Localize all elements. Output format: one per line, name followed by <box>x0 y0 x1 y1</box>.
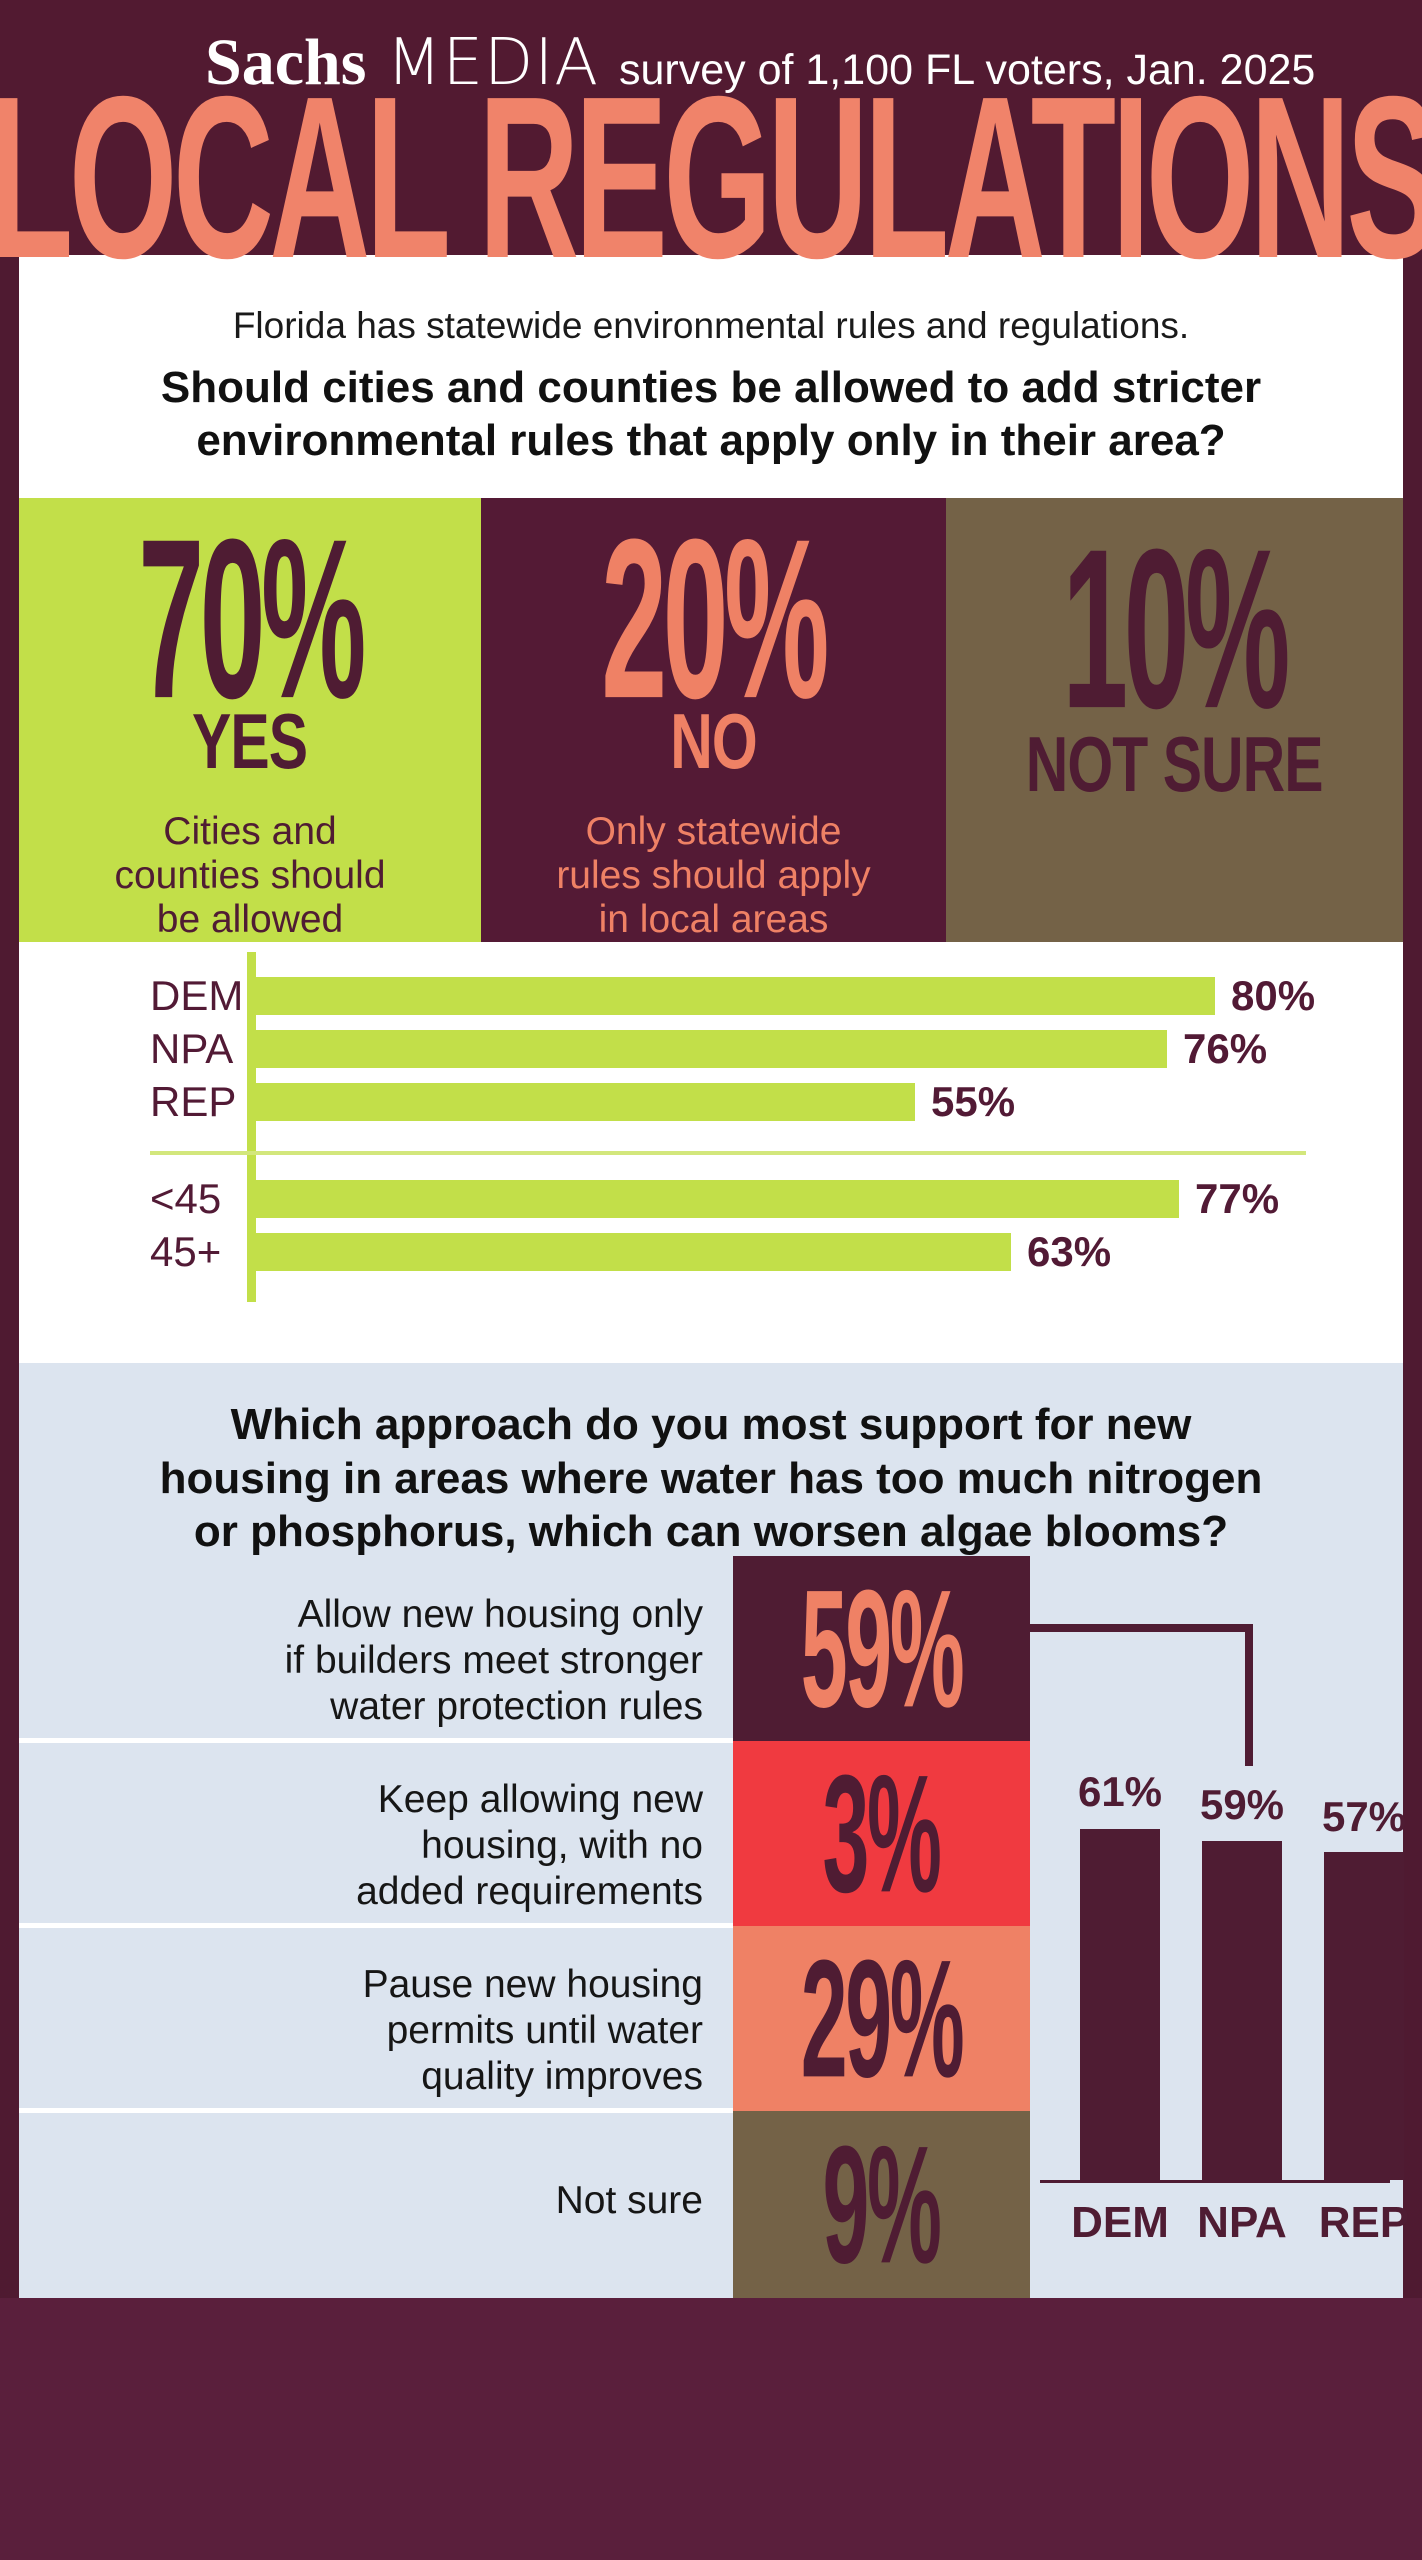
page-title-wrap: LOCAL REGULATIONS <box>0 58 1422 298</box>
option-percent-2: 3% <box>822 1738 942 1927</box>
answer-yes-label-wrap: YES <box>189 703 310 781</box>
party-value-dem: 61% <box>1077 1768 1163 1815</box>
answer-yes-description: Cities and counties should be allowed <box>114 809 386 941</box>
header-logo: Sachs MEDIA survey of 1,100 FL voters, Ja… <box>205 30 1315 96</box>
row-divider-1 <box>19 1738 733 1743</box>
bar-row-over45: 45+ 63% <box>150 1228 1111 1275</box>
bar-over45 <box>255 1233 1011 1271</box>
option-percent-1: 59% <box>800 1553 965 1742</box>
option-percent-3: 29% <box>800 1923 965 2112</box>
bar-label-dem: DEM <box>150 972 244 1019</box>
bar-dem <box>255 977 1215 1015</box>
bar-rep <box>255 1083 915 1121</box>
option-text-1: Allow new housing only if builders meet … <box>284 1593 703 1729</box>
option-percent-block-4: 9% <box>733 2111 1030 2298</box>
row-divider-2 <box>19 1923 733 1928</box>
bar-label-rep: REP <box>150 1078 237 1125</box>
party-bar-dem <box>1080 1829 1160 2180</box>
question-1: Should cities and counties be allowed to… <box>160 363 1262 465</box>
bar-under45 <box>255 1180 1179 1218</box>
bar-value-npa: 76% <box>1183 1025 1268 1072</box>
party-bar-npa <box>1202 1840 1282 2180</box>
housing-section <box>19 1363 1403 2298</box>
chart-axis-line <box>247 952 256 1302</box>
bar-label-under45: <45 <box>150 1175 222 1222</box>
answer-no-percent-wrap: 20% <box>562 504 864 731</box>
answer-no-description: Only statewide rules should apply in loc… <box>556 809 871 941</box>
bar-row-npa: NPA 76% <box>150 1025 1267 1072</box>
logo-media: MEDIA <box>386 26 599 100</box>
bar-row-rep: REP 55% <box>150 1078 1015 1125</box>
answer-yes-percent: 70% <box>138 490 366 746</box>
option-text-4: Not sure <box>555 2179 703 2222</box>
party-chart-baseline <box>1040 2180 1390 2183</box>
survey-note: survey of 1,100 FL voters, Jan. 2025 <box>618 46 1316 94</box>
bar-npa <box>255 1030 1167 1068</box>
option-text-3: Pause new housing permits until water qu… <box>362 1963 703 2099</box>
connector-line-vertical <box>1245 1624 1253 1766</box>
question-2: Which approach do you most support for n… <box>159 1400 1263 1557</box>
option-percent-block-2: 3% <box>733 1741 1030 1926</box>
party-label-npa: NPA <box>1197 2198 1287 2247</box>
bar-row-dem: DEM 80% <box>150 972 1315 1019</box>
bar-row-under45: <45 77% <box>150 1175 1279 1222</box>
party-label-rep: REP <box>1318 2198 1410 2247</box>
answer-block-yes: 70% YES Cities and counties should be al… <box>19 498 481 942</box>
party-value-rep: 57% <box>1321 1793 1407 1840</box>
bar-value-rep: 55% <box>931 1078 1016 1125</box>
answer-block-notsure: 10% NOT SURE <box>946 498 1403 942</box>
answer-notsure-percent-wrap: 10% <box>1023 514 1325 741</box>
chart-group-divider <box>150 1151 1306 1155</box>
answer-no-label: NO <box>670 698 757 786</box>
answer-notsure-percent: 10% <box>1062 500 1291 755</box>
option-percent-block-3: 29% <box>733 1926 1030 2111</box>
logo-sachs: Sachs <box>205 26 367 99</box>
bar-value-over45: 63% <box>1027 1228 1112 1275</box>
option-percent-4: 9% <box>822 2109 942 2298</box>
intro-statement: Florida has statewide environmental rule… <box>232 305 1190 346</box>
answer-yes-label: YES <box>192 698 308 786</box>
bar-value-dem: 80% <box>1231 972 1316 1019</box>
connector-line-horizontal <box>1030 1624 1253 1632</box>
bar-label-over45: 45+ <box>150 1228 222 1275</box>
option-text-2: Keep allowing new housing, with no added… <box>356 1778 703 1914</box>
party-value-npa: 59% <box>1199 1781 1285 1828</box>
answer-no-percent: 20% <box>601 490 830 746</box>
answer-yes-percent-wrap: 70% <box>99 504 401 731</box>
answer-notsure-label-wrap: NOT SURE <box>1018 727 1330 805</box>
party-label-dem: DEM <box>1071 2198 1169 2247</box>
bar-value-under45: 77% <box>1195 1175 1280 1222</box>
intro-section <box>19 255 1403 498</box>
answer-block-no: 20% NO Only statewide rules should apply… <box>481 498 946 942</box>
bar-label-npa: NPA <box>150 1025 234 1072</box>
page-title: LOCAL REGULATIONS <box>0 48 1422 308</box>
row-divider-3 <box>19 2108 733 2113</box>
option-percent-block-1: 59% <box>733 1556 1030 1741</box>
answer-notsure-label: NOT SURE <box>1026 722 1324 809</box>
answer-no-label-wrap: NO <box>668 703 759 781</box>
header: Sachs MEDIA survey of 1,100 FL voters, Ja… <box>0 0 1422 255</box>
party-bar-rep <box>1324 1852 1404 2180</box>
